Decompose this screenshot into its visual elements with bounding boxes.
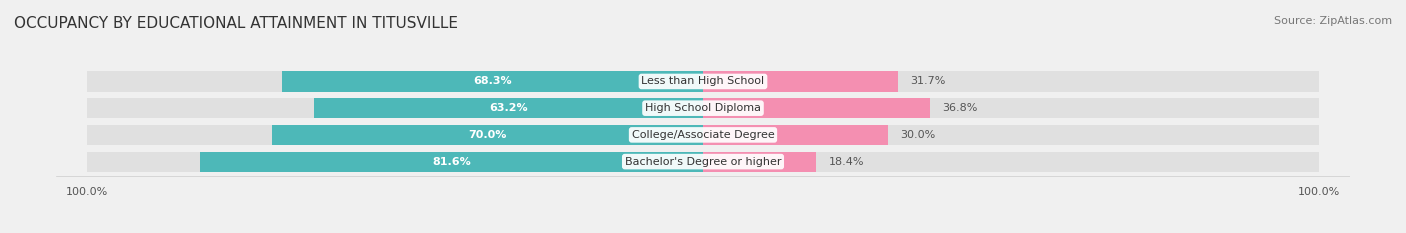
Bar xyxy=(703,125,1319,145)
Text: College/Associate Degree: College/Associate Degree xyxy=(631,130,775,140)
Text: High School Diploma: High School Diploma xyxy=(645,103,761,113)
Bar xyxy=(703,71,1319,92)
Text: 30.0%: 30.0% xyxy=(900,130,935,140)
Bar xyxy=(703,98,1319,118)
Text: Less than High School: Less than High School xyxy=(641,76,765,86)
Bar xyxy=(271,125,703,145)
Text: 68.3%: 68.3% xyxy=(474,76,512,86)
Text: 63.2%: 63.2% xyxy=(489,103,527,113)
Bar xyxy=(703,71,898,92)
Bar xyxy=(703,125,887,145)
Text: 70.0%: 70.0% xyxy=(468,130,506,140)
Text: OCCUPANCY BY EDUCATIONAL ATTAINMENT IN TITUSVILLE: OCCUPANCY BY EDUCATIONAL ATTAINMENT IN T… xyxy=(14,16,458,31)
Bar xyxy=(87,71,703,92)
Text: 36.8%: 36.8% xyxy=(942,103,977,113)
Bar xyxy=(201,151,703,172)
Text: Bachelor's Degree or higher: Bachelor's Degree or higher xyxy=(624,157,782,167)
Bar xyxy=(87,151,703,172)
Bar xyxy=(87,125,703,145)
Bar xyxy=(703,151,817,172)
Bar xyxy=(703,98,929,118)
Bar xyxy=(283,71,703,92)
Text: Source: ZipAtlas.com: Source: ZipAtlas.com xyxy=(1274,16,1392,26)
Text: 31.7%: 31.7% xyxy=(911,76,946,86)
Text: 18.4%: 18.4% xyxy=(828,157,865,167)
Bar xyxy=(703,151,1319,172)
Bar xyxy=(87,98,703,118)
Text: 81.6%: 81.6% xyxy=(432,157,471,167)
Bar xyxy=(314,98,703,118)
